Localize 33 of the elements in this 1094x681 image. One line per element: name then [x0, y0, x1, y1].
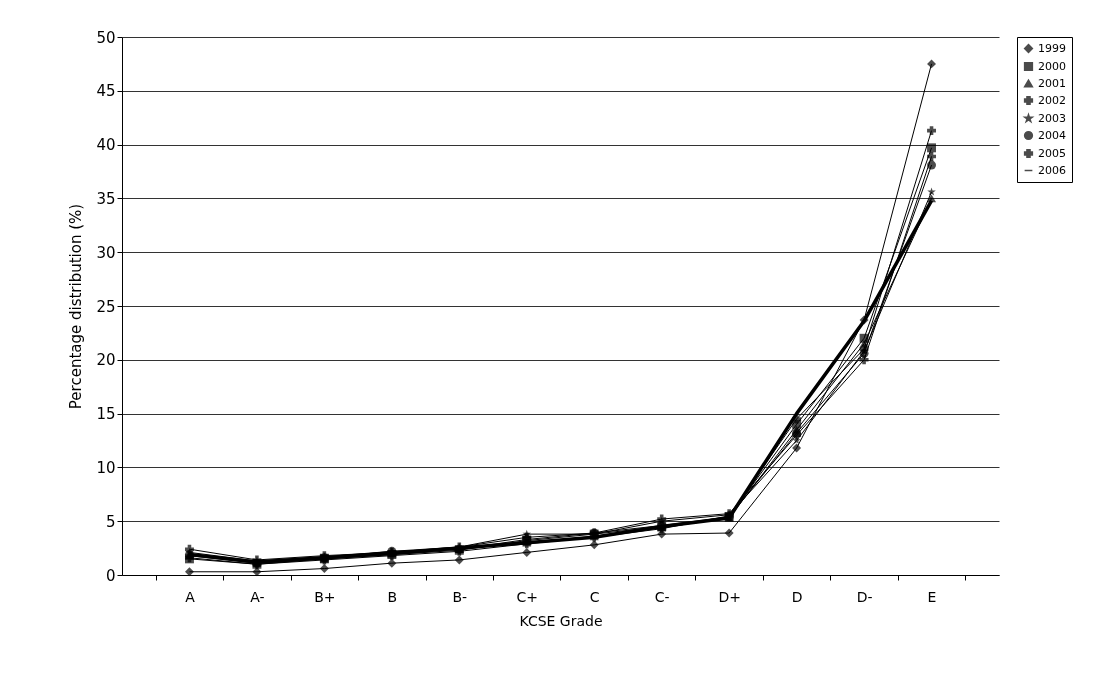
- legend-label: 2002: [1038, 93, 1066, 107]
- legend-label: 2000: [1038, 59, 1066, 73]
- legend-label: 1999: [1038, 41, 1066, 55]
- x-tick-label: A: [185, 588, 196, 605]
- x-tick-label: C+: [516, 588, 539, 605]
- x-tick-label: D-: [856, 588, 873, 605]
- legend-label: 2003: [1038, 111, 1066, 125]
- y-tick-label: 25: [96, 297, 116, 316]
- x-tick-label: B-: [452, 588, 468, 605]
- x-tick-label: B+: [314, 588, 336, 605]
- legend-label: 2005: [1038, 146, 1066, 160]
- y-tick-label: 5: [105, 512, 116, 531]
- x-tick-label: E: [927, 588, 937, 605]
- y-tick-label: 50: [96, 28, 116, 47]
- y-tick-label: 30: [96, 243, 116, 262]
- legend-label: 2006: [1038, 163, 1066, 177]
- legend-label: 2001: [1038, 76, 1066, 90]
- y-tick-label: 15: [96, 405, 116, 424]
- y-tick-label: 45: [96, 82, 116, 101]
- y-tick-label: 35: [96, 189, 116, 208]
- x-axis-title: KCSE Grade: [519, 612, 603, 629]
- x-tick-label: B: [387, 588, 398, 605]
- x-tick-label: C-: [654, 588, 670, 605]
- x-tick-label: C: [589, 588, 600, 605]
- y-axis-title: Percentage distribution (%): [67, 203, 86, 410]
- y-tick-label: 10: [96, 458, 116, 477]
- y-tick-label: 0: [105, 566, 116, 585]
- x-tick-label: A-: [250, 588, 265, 605]
- legend-label: 2004: [1038, 128, 1066, 142]
- x-tick-label: D+: [718, 588, 741, 605]
- y-tick-label: 20: [96, 351, 116, 370]
- y-tick-label: 40: [96, 136, 116, 155]
- x-tick-label: D: [791, 588, 803, 605]
